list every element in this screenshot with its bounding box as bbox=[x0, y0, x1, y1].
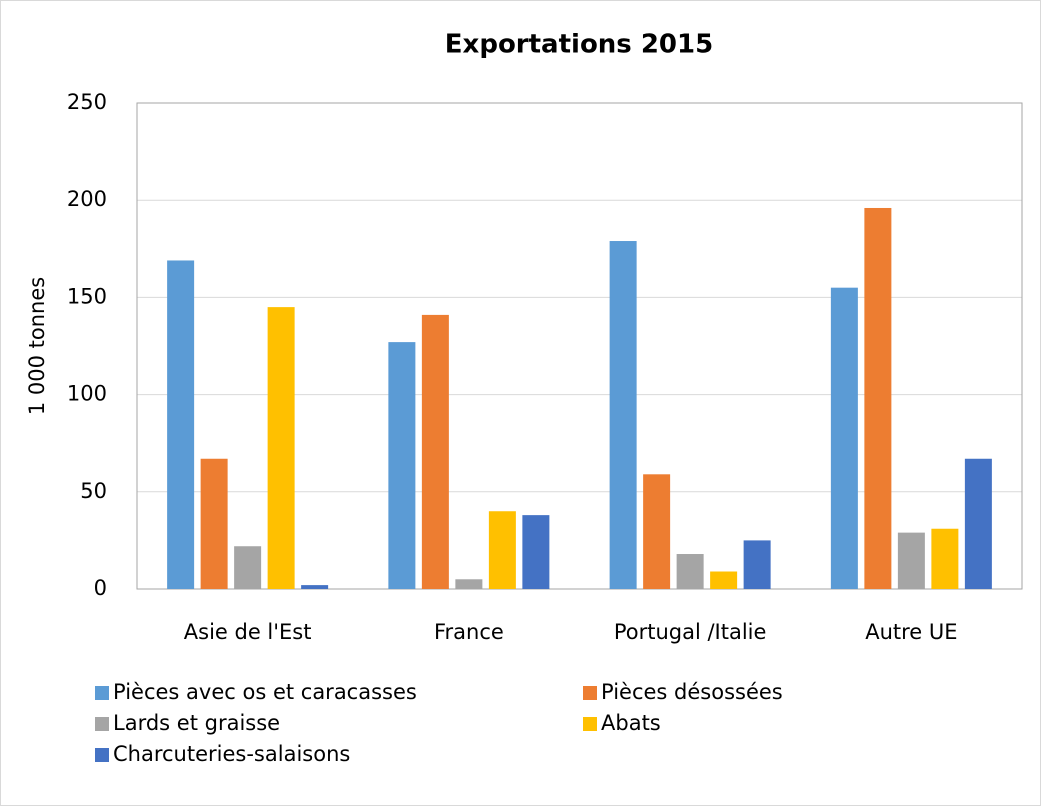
chart-title: Exportations 2015 bbox=[445, 30, 713, 60]
bar bbox=[200, 458, 228, 589]
bar bbox=[388, 342, 416, 589]
y-tick-label: 150 bbox=[67, 284, 107, 308]
bar bbox=[167, 260, 195, 589]
bar bbox=[267, 307, 295, 589]
legend-label: Pièces désossées bbox=[601, 680, 783, 704]
bar bbox=[301, 585, 329, 589]
legend-swatch bbox=[95, 686, 109, 700]
bar bbox=[897, 532, 925, 589]
bar bbox=[964, 458, 992, 589]
bar bbox=[421, 314, 449, 589]
bar bbox=[455, 579, 483, 589]
y-axis-label: 1 000 tonnes bbox=[25, 277, 49, 415]
bar bbox=[488, 511, 516, 589]
bar bbox=[676, 554, 704, 589]
y-tick-label: 200 bbox=[67, 187, 107, 211]
y-tick-label: 250 bbox=[67, 90, 107, 114]
x-tick-label: Asie de l'Est bbox=[184, 620, 312, 644]
bar bbox=[864, 207, 892, 589]
x-tick-label: Portugal /Italie bbox=[614, 620, 767, 644]
y-tick-label: 0 bbox=[94, 576, 107, 600]
legend-label: Charcuteries-salaisons bbox=[113, 742, 350, 766]
bar bbox=[931, 528, 959, 589]
bar bbox=[710, 571, 738, 589]
bar bbox=[643, 474, 671, 589]
y-tick-label: 100 bbox=[67, 382, 107, 406]
x-tick-label: Autre UE bbox=[865, 620, 957, 644]
legend-swatch bbox=[583, 686, 597, 700]
legend-swatch bbox=[95, 717, 109, 731]
y-tick-label: 50 bbox=[80, 479, 107, 503]
plot-border bbox=[136, 102, 1023, 590]
x-tick-label: France bbox=[434, 620, 504, 644]
bar bbox=[522, 515, 550, 589]
bar bbox=[830, 287, 858, 589]
legend-label: Abats bbox=[601, 711, 661, 735]
legend-label: Pièces avec os et caracasses bbox=[113, 680, 417, 704]
legend-label: Lards et graisse bbox=[113, 711, 280, 735]
bar bbox=[234, 546, 262, 589]
bar bbox=[609, 241, 637, 590]
legend-swatch bbox=[95, 748, 109, 762]
legend-swatch bbox=[583, 717, 597, 731]
bar bbox=[743, 540, 771, 589]
